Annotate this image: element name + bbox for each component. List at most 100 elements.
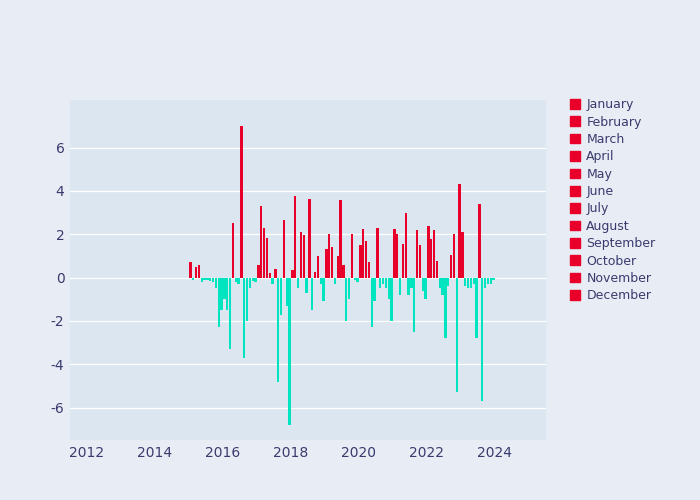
Bar [478,204,480,278]
Bar [473,278,475,284]
Bar [396,234,398,278]
Bar [269,273,271,278]
Bar [328,234,330,278]
Bar [229,278,231,349]
Bar [240,126,242,278]
Bar [294,196,296,278]
Bar [331,248,333,278]
Bar [442,278,444,295]
Bar [427,226,430,278]
Bar [388,278,390,299]
Bar [365,241,368,278]
Bar [359,245,361,278]
Bar [232,224,234,278]
Bar [291,270,293,278]
Bar [189,262,192,278]
Bar [246,278,248,321]
Bar [263,228,265,278]
Bar [489,278,492,284]
Bar [374,278,376,301]
Bar [212,278,214,282]
Bar [280,278,282,316]
Bar [436,262,438,278]
Bar [430,238,433,278]
Bar [382,278,384,284]
Bar [356,278,358,282]
Bar [354,278,356,280]
Bar [237,278,239,284]
Bar [405,212,407,278]
Bar [493,278,495,280]
Bar [377,228,379,278]
Bar [226,278,228,310]
Bar [260,206,262,278]
Bar [314,272,316,278]
Bar [456,278,458,392]
Bar [195,267,197,278]
Bar [192,278,195,280]
Bar [348,278,350,299]
Bar [351,234,353,278]
Bar [342,264,344,278]
Bar [407,278,410,295]
Bar [286,278,288,305]
Bar [218,278,220,328]
Bar [320,278,322,284]
Bar [300,232,302,278]
Bar [220,278,223,310]
Bar [283,220,285,278]
Bar [234,278,237,282]
Bar [258,264,260,278]
Bar [413,278,415,332]
Bar [439,278,441,288]
Bar [467,278,469,288]
Bar [433,230,435,278]
Bar [362,229,365,278]
Bar [453,234,455,278]
Bar [308,198,311,278]
Bar [266,238,268,278]
Bar [486,278,489,284]
Bar [484,278,486,288]
Bar [461,232,463,278]
Bar [345,278,347,321]
Bar [458,184,461,278]
Bar [399,278,401,295]
Bar [305,278,308,292]
Bar [416,230,418,278]
Bar [464,278,466,286]
Bar [385,278,387,288]
Bar [326,250,328,278]
Bar [198,264,200,278]
Bar [302,236,305,278]
Bar [368,262,370,278]
Bar [419,245,421,278]
Bar [274,269,277,278]
Bar [288,278,290,425]
Legend: January, February, March, April, May, June, July, August, September, October, No: January, February, March, April, May, Ju… [565,93,660,308]
Bar [410,278,412,288]
Bar [421,278,424,290]
Bar [340,200,342,278]
Bar [243,278,246,357]
Bar [393,229,395,278]
Bar [251,278,254,281]
Bar [297,278,299,288]
Bar [204,278,206,280]
Bar [450,255,452,278]
Bar [201,278,203,282]
Bar [370,278,373,328]
Bar [475,278,477,338]
Bar [272,278,274,284]
Bar [206,278,209,280]
Bar [277,278,279,382]
Bar [391,278,393,321]
Bar [215,278,217,288]
Bar [311,278,314,310]
Bar [444,278,447,338]
Bar [334,278,336,284]
Bar [248,278,251,288]
Bar [447,278,449,286]
Bar [209,278,211,281]
Bar [223,278,225,299]
